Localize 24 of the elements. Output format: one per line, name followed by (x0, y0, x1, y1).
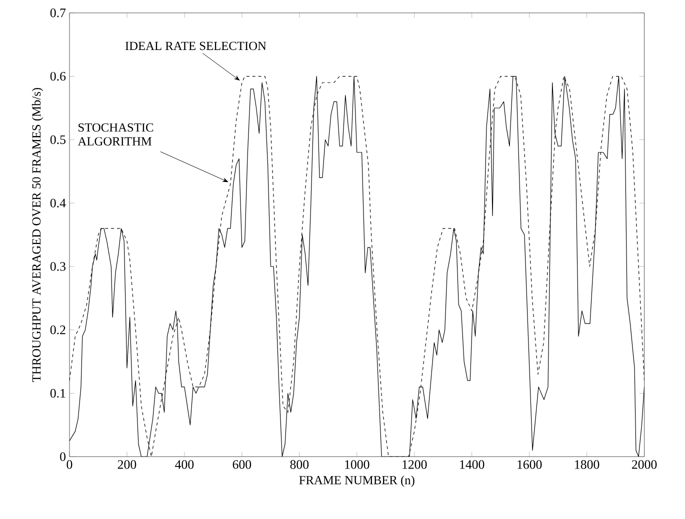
x-tick-label: 600 (232, 460, 252, 469)
y-axis-title: THROUGHPUT AVERAGED OVER 50 FRAMES (Mb/s) (32, 88, 44, 382)
y-tick-label: 0.3 (50, 262, 66, 271)
x-tick-label: 200 (118, 460, 136, 469)
y-tick-label: 0.1 (50, 388, 66, 398)
y-tick-label: 0.2 (50, 325, 66, 334)
x-tick-label: 1800 (575, 460, 600, 469)
x-tick-label: 400 (175, 460, 194, 469)
annotation: STOCHASTIC ALGORITHM (78, 123, 154, 146)
x-tick-label: 1400 (460, 460, 484, 469)
line-series (69, 76, 644, 457)
x-tick-label: 1200 (402, 460, 427, 469)
y-tick-label: 0.4 (50, 198, 66, 208)
x-tick-label: 1000 (345, 460, 370, 469)
x-tick-label: 0 (66, 460, 72, 469)
x-axis-title: FRAME NUMBER (n) (299, 476, 414, 487)
y-tick-label: 0.7 (50, 8, 66, 18)
x-tick-label: 1600 (518, 460, 542, 469)
x-tick-label: 2000 (632, 460, 657, 469)
y-tick-label: 0.5 (50, 135, 66, 144)
y-tick-label: 0.6 (50, 72, 66, 81)
annotation: IDEAL RATE SELECTION (125, 42, 266, 50)
x-tick-label: 800 (290, 460, 309, 469)
y-tick-label: 0 (60, 452, 66, 461)
